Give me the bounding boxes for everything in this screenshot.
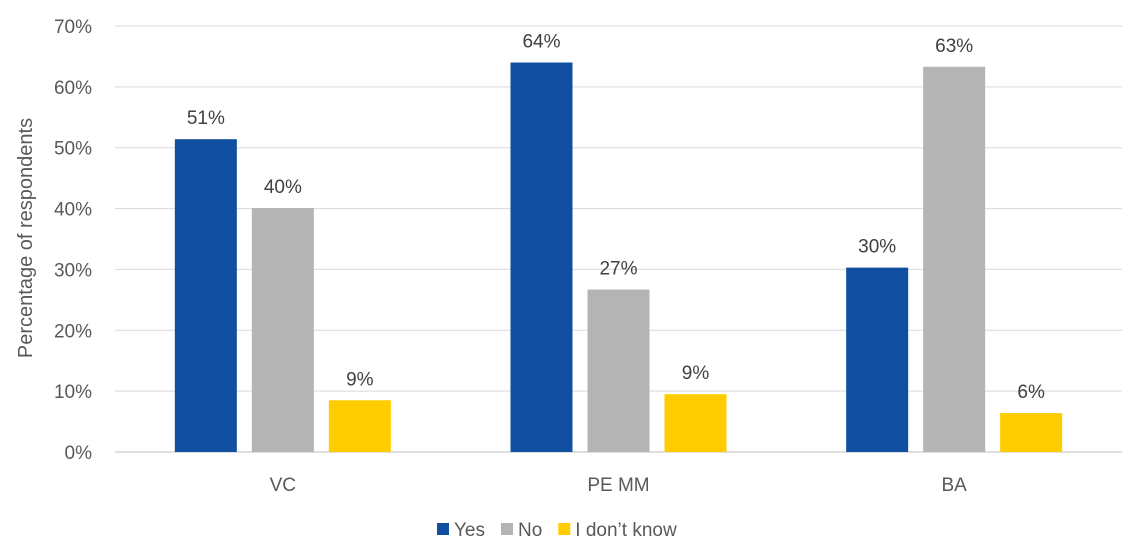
data-label: 63% (935, 36, 973, 57)
legend-swatch (558, 523, 571, 535)
bar (328, 400, 391, 452)
legend-label: Yes (454, 520, 485, 541)
data-labels: 51% 40% 9% 64% 27% 9% 30% 63% 6% (187, 32, 1045, 404)
y-tick-label: 60% (54, 78, 92, 99)
legend-label: I don’t know (575, 520, 677, 541)
y-tick-label: 20% (54, 321, 92, 342)
data-label: 27% (599, 259, 637, 280)
bars (174, 62, 1063, 453)
legend: Yes No I don’t know (437, 520, 677, 541)
y-tick-label: 40% (54, 200, 92, 221)
data-label: 9% (682, 363, 710, 384)
legend-swatch (501, 523, 513, 535)
y-tick-label: 70% (54, 17, 92, 38)
legend-swatch (437, 523, 449, 535)
bar (846, 267, 909, 452)
y-tick-label: 50% (54, 139, 92, 160)
bar (251, 207, 314, 452)
data-label: 40% (264, 177, 302, 198)
y-axis-ticks: 0% 10% 20% 30% 40% 50% 60% 70% (54, 17, 92, 464)
y-tick-label: 30% (54, 260, 92, 281)
data-label: 6% (1017, 382, 1045, 403)
bar (664, 394, 727, 452)
bar (1000, 413, 1063, 452)
x-tick-label: PE MM (587, 475, 649, 496)
x-tick-label: BA (941, 475, 967, 496)
y-tick-label: 10% (54, 382, 92, 403)
x-axis-ticks: VC PE MM BA (270, 475, 968, 496)
data-label: 9% (346, 369, 374, 390)
data-label: 64% (522, 32, 560, 53)
bar (510, 62, 573, 453)
legend-item: No (501, 520, 542, 541)
bar (923, 66, 986, 452)
data-label: 30% (858, 237, 896, 258)
data-label: 51% (187, 108, 225, 129)
legend-label: No (518, 520, 542, 541)
legend-item: I don’t know (558, 520, 677, 541)
x-tick-label: VC (270, 475, 296, 496)
legend-item: Yes (437, 520, 485, 541)
y-axis-title: Percentage of respondents (15, 118, 37, 358)
bar (587, 289, 650, 452)
bar (174, 139, 237, 453)
y-tick-label: 0% (65, 443, 93, 464)
